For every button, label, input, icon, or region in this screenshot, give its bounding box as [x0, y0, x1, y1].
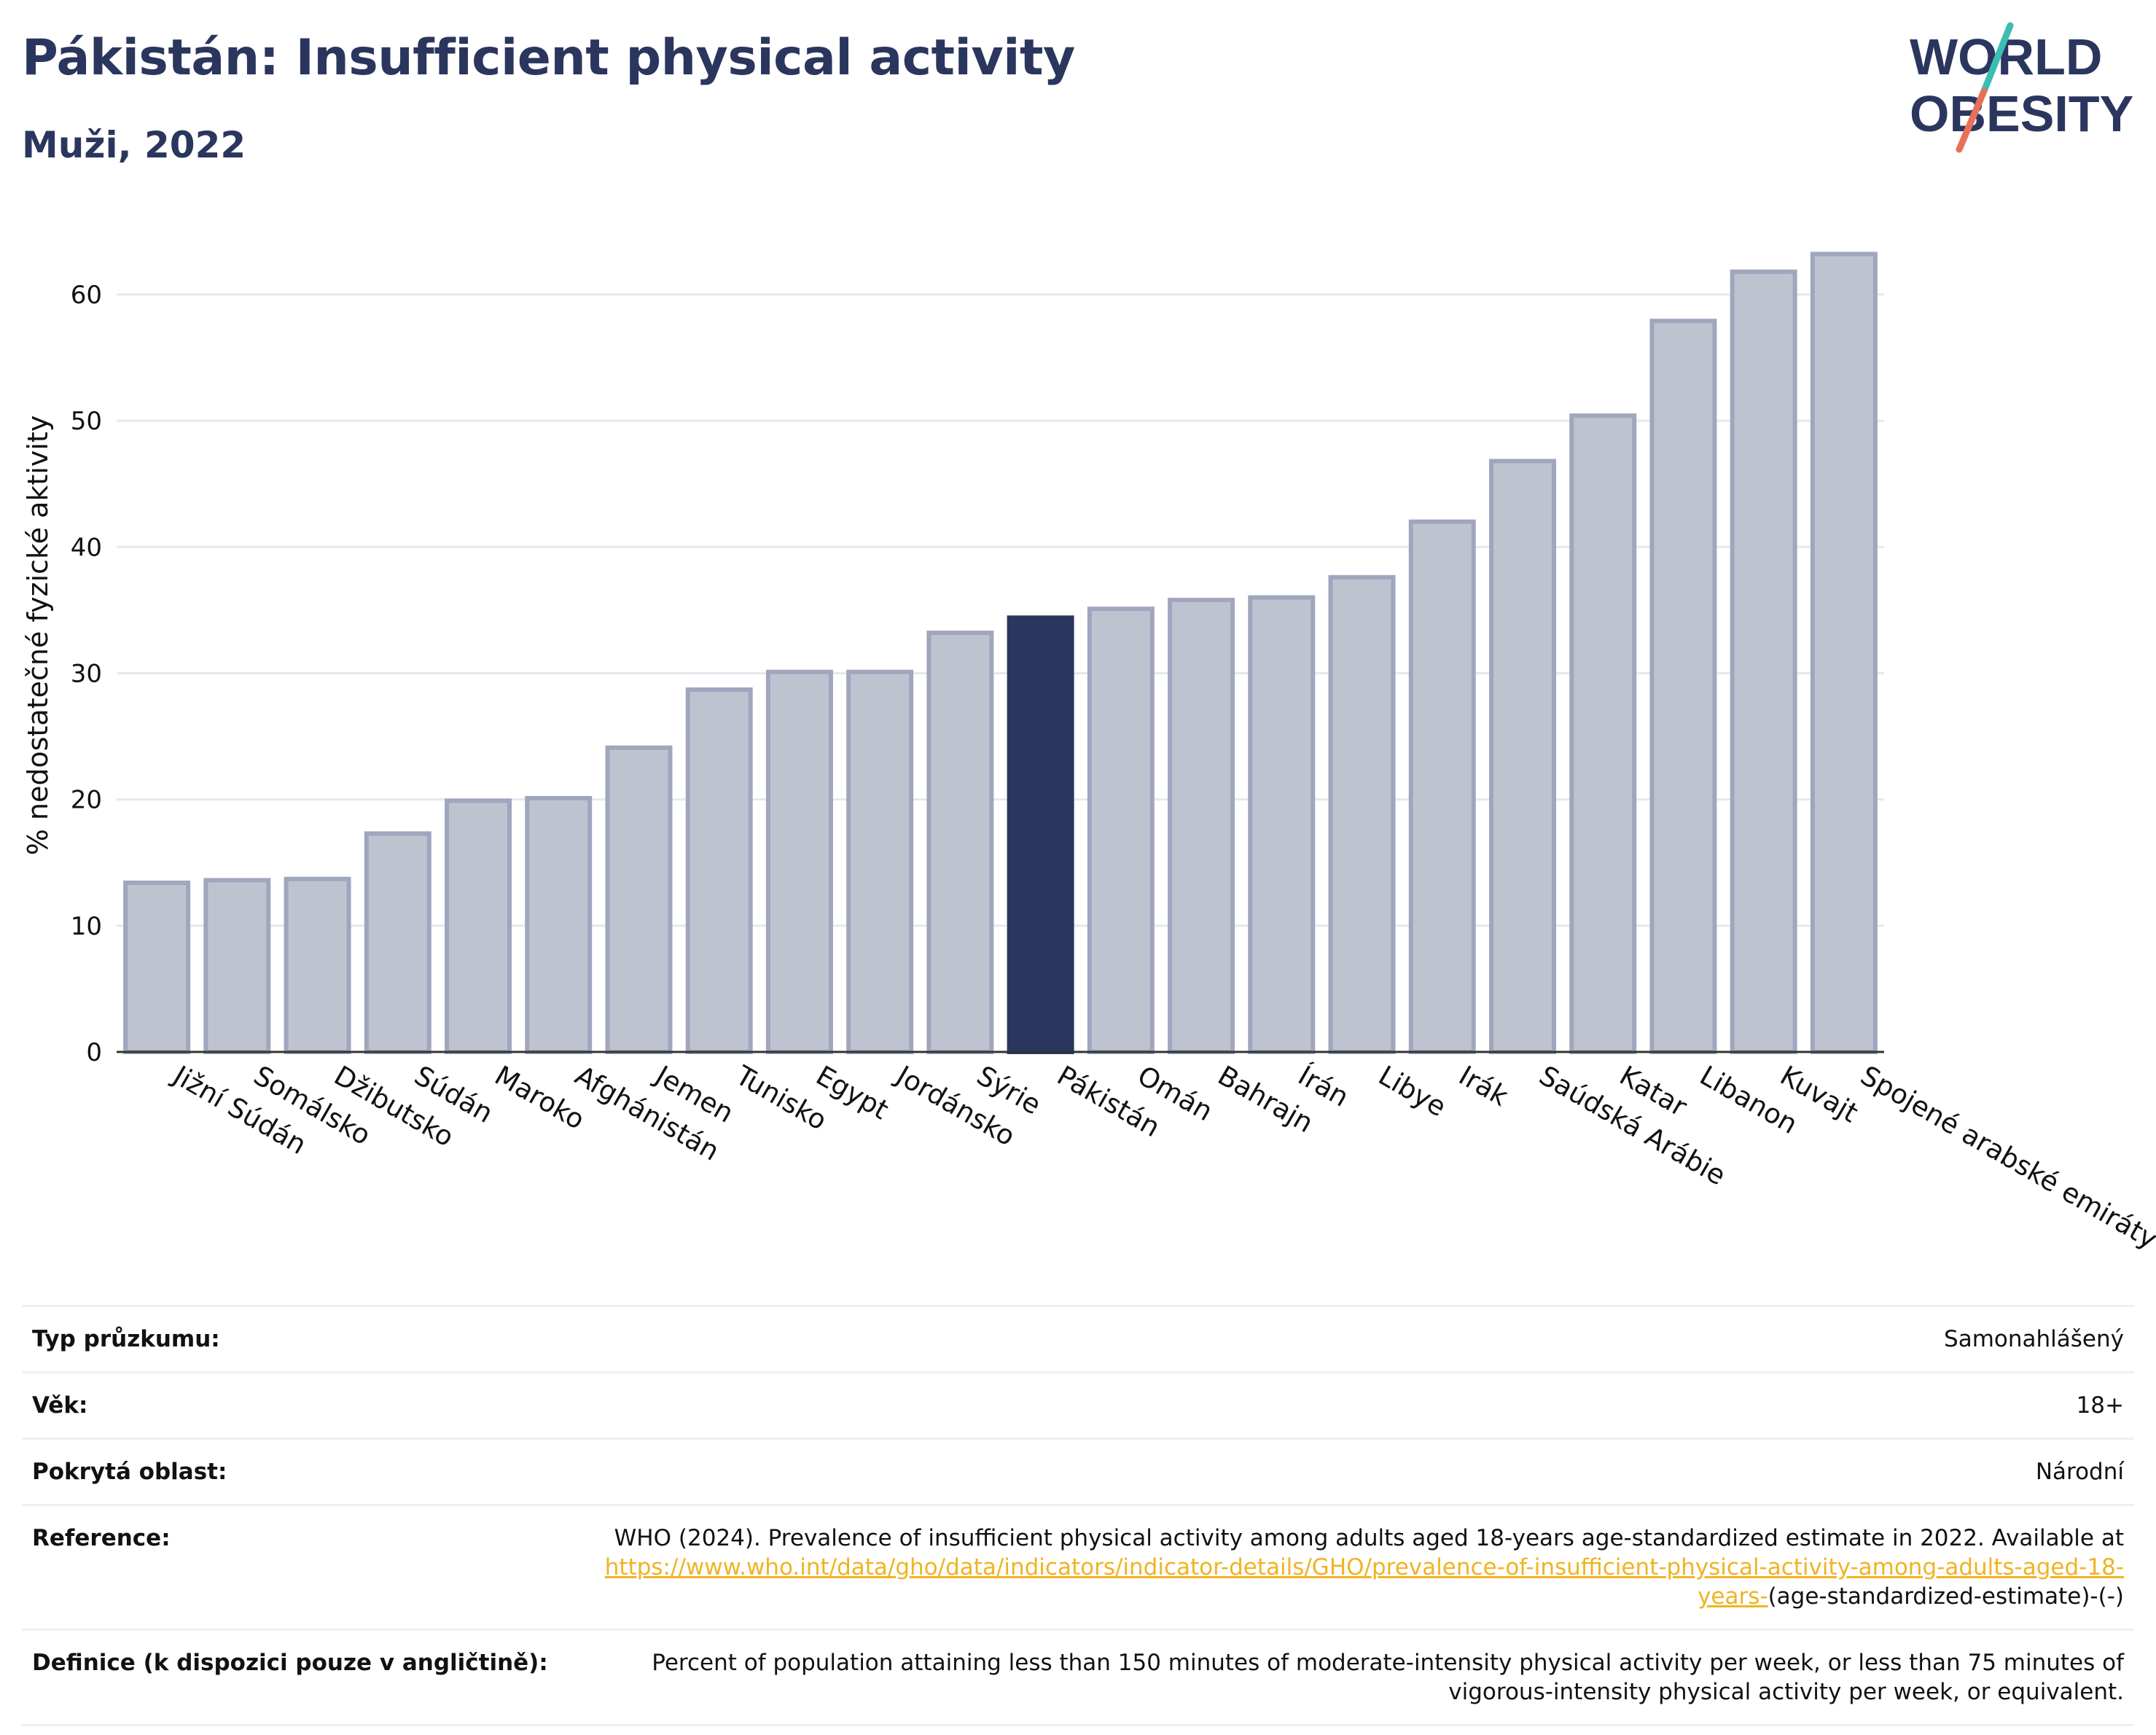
info-value: Národní: [2035, 1459, 2124, 1485]
bar: [1007, 615, 1074, 1054]
bar: [1408, 519, 1476, 1054]
x-tick-label: Maroko: [490, 1060, 590, 1136]
bar: [1488, 459, 1556, 1054]
x-tick-label: Spojené arabské emiráty: [1855, 1060, 2156, 1255]
bar: [123, 880, 191, 1054]
info-row-coverage: Pokrytá oblast: Národní: [22, 1438, 2134, 1505]
bar: [685, 687, 753, 1055]
info-label: Pokrytá oblast:: [32, 1459, 227, 1485]
logo-line2: OBESITY: [1910, 85, 2133, 142]
bar: [284, 876, 351, 1054]
info-row-age: Věk: 18+: [22, 1372, 2134, 1439]
bar: [203, 878, 271, 1054]
info-value: WHO (2024). Prevalence of insufficient p…: [558, 1505, 2134, 1630]
y-tick-label: 10: [71, 912, 102, 941]
logo-slash-teal: [1980, 22, 2014, 95]
y-tick-label: 60: [71, 281, 102, 310]
bar: [1087, 607, 1155, 1054]
info-row-definition: Definice (k dispozici pouze v angličtině…: [22, 1629, 2134, 1726]
info-value: Percent of population attaining less tha…: [652, 1650, 2124, 1705]
bars: [123, 252, 1878, 1055]
y-tick-label: 0: [86, 1038, 102, 1067]
bar: [364, 831, 431, 1054]
bar: [1248, 595, 1316, 1054]
info-label: Věk:: [32, 1392, 88, 1419]
bar: [1569, 413, 1637, 1054]
bar: [926, 631, 994, 1054]
chart-title: Pákistán: Insufficient physical activity: [22, 29, 1075, 87]
bar: [1168, 598, 1235, 1054]
bar: [1730, 269, 1797, 1055]
bar: [846, 669, 914, 1054]
logo-slash-coral: [1956, 87, 1988, 153]
info-row-reference: Reference: WHO (2024). Prevalence of ins…: [22, 1505, 2134, 1630]
info-label: Typ průzkumu:: [32, 1326, 220, 1352]
y-tick-labels: 0 10 20 30 40 50 60: [71, 281, 102, 1067]
y-tick-label: 30: [71, 659, 102, 688]
chart-subtitle: Muži, 2022: [22, 124, 246, 166]
x-tick-labels: Jižní SúdánSomálskoDžibutskoSúdánMarokoA…: [167, 1059, 2156, 1255]
info-value: Samonahlášený: [1944, 1326, 2124, 1352]
info-label: Reference:: [32, 1525, 171, 1551]
x-tick-label: Tunisko: [730, 1059, 832, 1136]
y-tick-label: 20: [71, 786, 102, 815]
y-axis-label: % nedostatečné fyzické aktivity: [22, 416, 54, 856]
y-tick-label: 40: [71, 533, 102, 562]
bar: [1810, 252, 1878, 1054]
reference-text: WHO (2024). Prevalence of insufficient p…: [614, 1525, 2124, 1551]
info-table: Typ průzkumu: Samonahlášený Věk: 18+ Pok…: [22, 1305, 2134, 1726]
bar: [445, 798, 512, 1054]
bar: [765, 669, 833, 1054]
x-tick-label: Irák: [1453, 1060, 1514, 1113]
bar: [605, 745, 673, 1055]
info-value: 18+: [2076, 1392, 2124, 1419]
reference-link[interactable]: https://www.who.int/data/gho/data/indica…: [604, 1554, 2124, 1610]
info-row-survey-type: Typ průzkumu: Samonahlášený: [22, 1306, 2134, 1373]
bar: [1649, 319, 1717, 1054]
info-label: Definice (k dispozici pouze v angličtině…: [32, 1650, 548, 1676]
bar-chart: 0 10 20 30 40 50 60 Jižní SúdánSomálskoDžibuts…: [22, 252, 2156, 1255]
reference-suffix: (age-standardized-estimate)-(-): [1768, 1583, 2124, 1610]
x-tick-label: Libye: [1373, 1060, 1451, 1123]
y-tick-label: 50: [71, 407, 102, 436]
bar: [525, 795, 593, 1054]
bar: [1328, 574, 1396, 1054]
world-obesity-logo: WORLD OBESITY: [1910, 22, 2133, 153]
